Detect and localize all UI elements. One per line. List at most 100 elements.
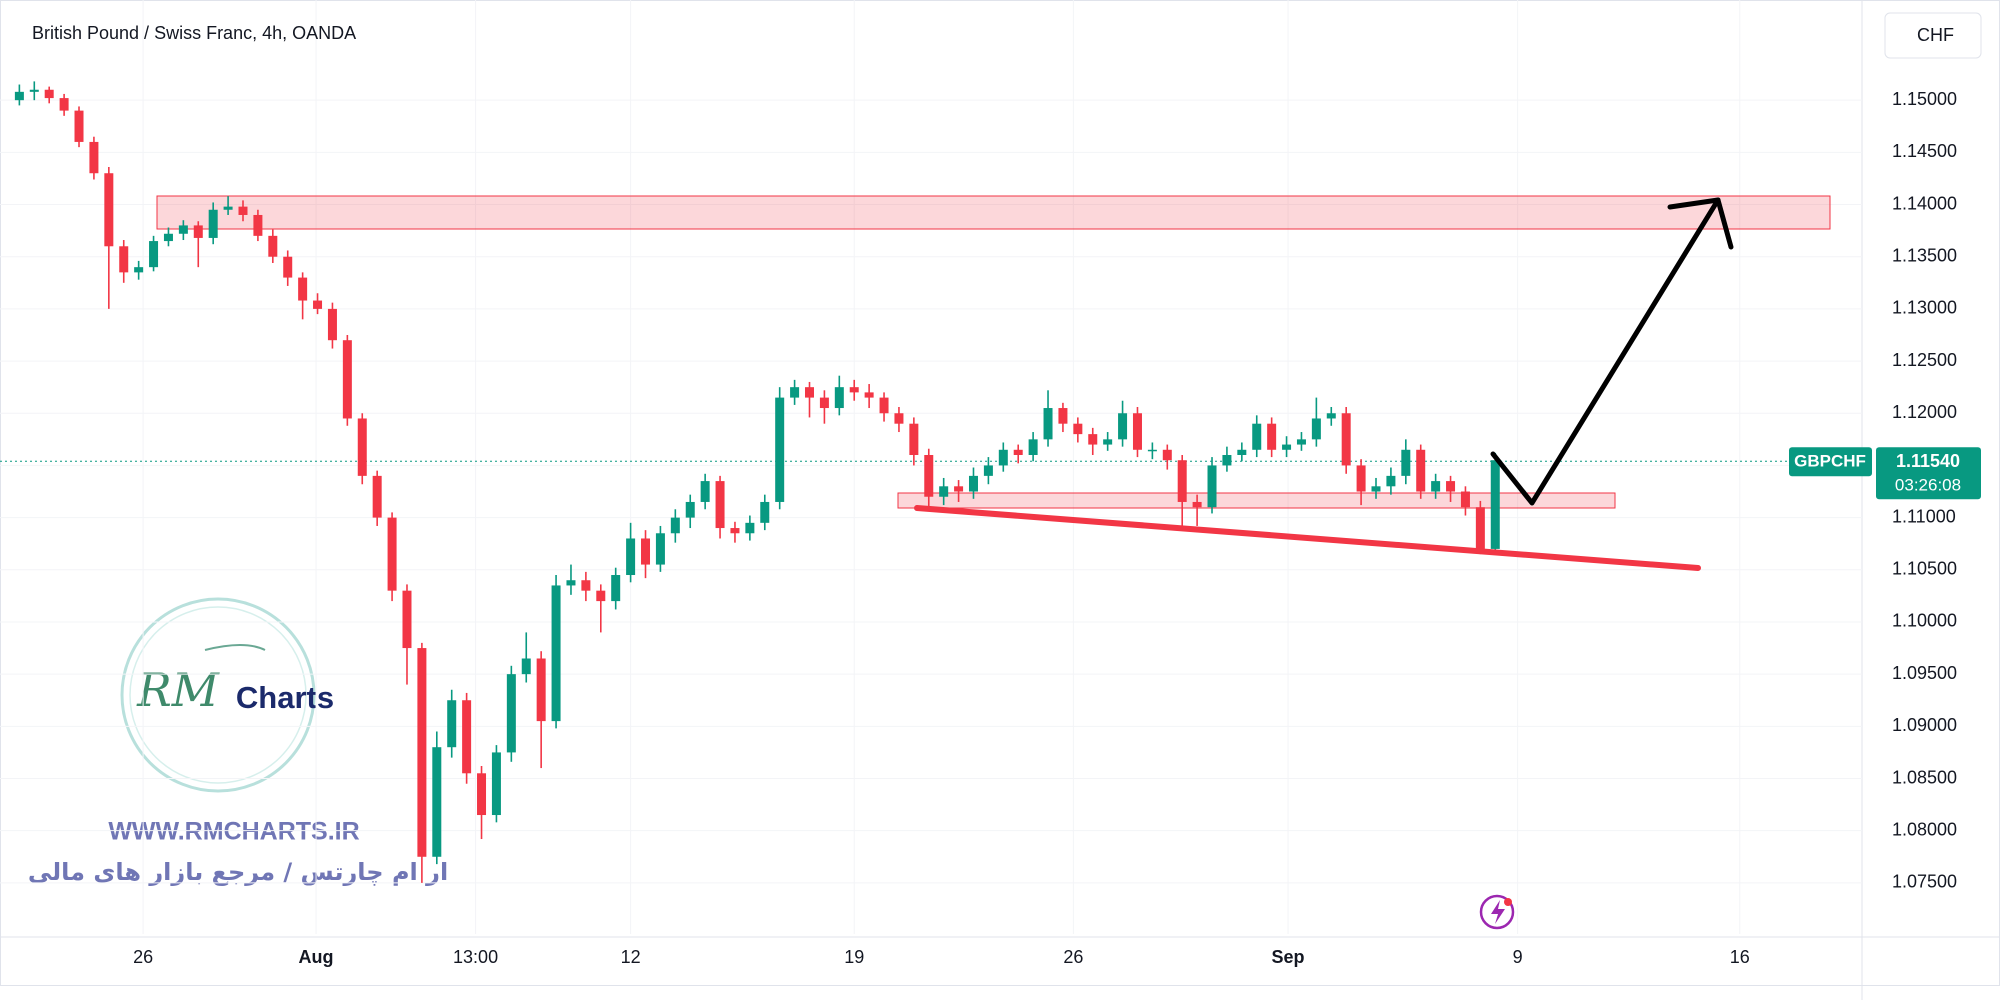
candle-body — [566, 580, 576, 586]
x-tick-label: 16 — [1730, 947, 1750, 967]
candle-body — [417, 648, 427, 857]
candle-body — [253, 214, 263, 236]
candle-body — [1431, 481, 1441, 492]
logo-letters: RM — [136, 663, 221, 717]
y-tick-label: 1.09500 — [1892, 663, 1957, 683]
candle-body — [670, 517, 680, 534]
candle-body — [1460, 491, 1470, 508]
y-tick-label: 1.10000 — [1892, 611, 1957, 631]
candle-body — [298, 277, 308, 301]
alert-icon[interactable] — [1479, 894, 1515, 930]
support-zone — [897, 492, 1616, 509]
candle-body — [924, 454, 934, 497]
candle-body — [983, 465, 993, 476]
symbol-box — [1789, 447, 1872, 477]
candle-body — [506, 674, 516, 753]
candle-body — [998, 449, 1008, 466]
arrow-head — [1667, 197, 1734, 250]
candle-body — [1162, 449, 1172, 461]
candle-body — [178, 225, 188, 234]
watermark: RM Charts WWW.RMCHARTS.IR ار ام چارتس / … — [28, 597, 448, 886]
candle-body — [1401, 449, 1411, 476]
y-tick-label: 1.08500 — [1892, 767, 1957, 787]
candle-body — [805, 387, 815, 398]
candle-body — [790, 387, 800, 398]
y-tick-label: 1.13000 — [1892, 298, 1957, 318]
candle-body — [879, 397, 889, 414]
alert-dot[interactable] — [1504, 898, 1512, 906]
candle-body — [1296, 439, 1306, 445]
y-tick-label: 1.14000 — [1892, 193, 1957, 213]
logo-brand: Charts — [236, 680, 334, 715]
symbol-label: GBPCHF — [1794, 452, 1866, 471]
candle-body — [313, 300, 323, 309]
candle-body — [685, 501, 695, 518]
alert-ring[interactable] — [1479, 894, 1515, 930]
candle-body — [1207, 465, 1217, 508]
price-box — [1876, 447, 1981, 500]
candle-body — [193, 225, 203, 238]
candle-body — [387, 517, 397, 591]
x-tick-label: 26 — [133, 947, 153, 967]
candle-body — [1073, 423, 1083, 435]
y-tick-label: 1.11000 — [1892, 506, 1956, 526]
axes: 1.07500 1.08000 1.08500 1.09000 1.09500 1.100… — [133, 89, 1981, 967]
candle-body — [1371, 486, 1381, 492]
candle-body — [491, 752, 501, 816]
candle-body — [864, 392, 874, 398]
candle-body — [74, 110, 84, 142]
projection-arrow — [1490, 197, 1721, 506]
candle-body — [1088, 434, 1098, 445]
candle-body — [1341, 413, 1351, 466]
candle-body — [551, 585, 561, 722]
candle-body — [954, 486, 964, 492]
y-tick-label: 1.15000 — [1892, 89, 1957, 109]
tagline: ار ام چارتس / مرجع بازار های مالی — [28, 858, 448, 886]
candle-body — [1490, 460, 1500, 549]
candle-body — [119, 246, 129, 273]
alert-bolt[interactable] — [1491, 900, 1505, 924]
currency-label[interactable]: CHF — [1917, 25, 1954, 45]
candle-body — [283, 256, 293, 278]
candle-body — [44, 89, 54, 99]
candle-body — [1237, 449, 1247, 455]
candle-body — [968, 475, 978, 492]
candle-body — [1058, 408, 1068, 424]
y-tick-label: 1.12000 — [1892, 402, 1957, 422]
candle-body — [134, 267, 144, 273]
chart-title: British Pound / Swiss Franc, 4h, OANDA — [32, 23, 356, 43]
candle-body — [268, 235, 278, 257]
resistance-zone — [156, 195, 1831, 230]
candle-body — [849, 387, 859, 393]
candle-body — [163, 233, 173, 242]
candle-body — [1252, 423, 1262, 450]
candle-body — [1326, 413, 1336, 419]
candle-body — [894, 413, 904, 424]
currency-button[interactable] — [1884, 12, 1982, 59]
logo-ring — [120, 597, 316, 793]
candle-body — [372, 475, 382, 518]
countdown: 03:26:08 — [1895, 476, 1961, 495]
x-tick-label: 19 — [844, 947, 864, 967]
candle-body — [834, 387, 844, 409]
x-tick-label: 12 — [621, 947, 641, 967]
last-price-label: 1.11540 — [1896, 451, 1960, 471]
candle-body — [402, 590, 412, 649]
candle-body — [1222, 454, 1232, 466]
candle-body — [104, 173, 114, 247]
y-tick-label: 1.14500 — [1892, 141, 1957, 161]
candle-body — [327, 308, 337, 341]
candle-body — [59, 98, 69, 111]
candle-body — [432, 747, 442, 857]
candle-body — [1013, 449, 1023, 455]
candle-body — [447, 700, 457, 748]
x-tick-label: 13:00 — [453, 947, 498, 967]
y-tick-label: 1.09000 — [1892, 715, 1957, 735]
candle-body — [208, 209, 218, 238]
candle-body — [1118, 413, 1128, 440]
logo-swash — [204, 644, 266, 651]
candle-body — [655, 533, 665, 565]
candle-body — [939, 486, 949, 497]
candle-body — [819, 397, 829, 409]
